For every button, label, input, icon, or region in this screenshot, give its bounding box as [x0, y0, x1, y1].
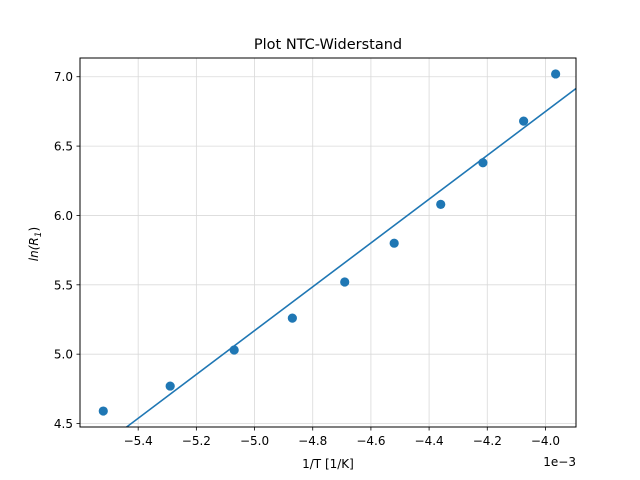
data-point: [478, 158, 488, 168]
y-tick-label: 5.5: [54, 278, 73, 292]
plot-inner: [125, 87, 576, 427]
y-axis-label: ln(R1): [27, 227, 44, 261]
y-axis-label-close: ): [27, 227, 41, 232]
y-tick-label: 7.0: [54, 70, 73, 84]
data-point: [229, 345, 239, 355]
x-tick-label: −4.0: [531, 434, 560, 448]
data-point: [519, 116, 529, 126]
data-point: [165, 381, 175, 391]
y-tick-label: 6.5: [54, 140, 73, 154]
x-tick-label: −4.6: [356, 434, 385, 448]
x-tick-label: −5.4: [124, 434, 153, 448]
fit-line: [125, 87, 576, 427]
x-offset-text: 1e−3: [543, 455, 576, 469]
y-tick-label: 5.0: [54, 348, 73, 362]
x-tick-label: −4.2: [473, 434, 502, 448]
grid: [80, 58, 576, 427]
y-axis: 4.5 5.0 5.5 6.0 6.5 7.0: [54, 70, 80, 431]
y-tick-label: 6.0: [54, 209, 73, 223]
data-point: [551, 69, 561, 79]
x-tick-label: −4.8: [298, 434, 327, 448]
x-tick-label: −4.4: [415, 434, 444, 448]
y-tick-label: 4.5: [54, 417, 73, 431]
x-tick-label: −5.0: [240, 434, 269, 448]
axes-frame: [79, 57, 577, 428]
data-point: [98, 406, 108, 416]
data-point: [389, 238, 399, 248]
chart-title: Plot NTC-Widerstand: [254, 37, 402, 53]
y-axis-label-main: ln(R: [27, 237, 41, 261]
plot-area: [98, 69, 576, 427]
data-point: [340, 277, 350, 287]
data-point: [287, 313, 297, 323]
data-point: [436, 199, 446, 209]
x-axis-label: 1/T [1/K]: [302, 457, 354, 471]
x-axis: −5.4 −5.2 −5.0 −4.8 −4.6 −4.4 −4.2 −4.0: [124, 427, 560, 448]
x-tick-label: −5.2: [182, 434, 211, 448]
y-axis-label-sub: 1: [34, 231, 44, 237]
